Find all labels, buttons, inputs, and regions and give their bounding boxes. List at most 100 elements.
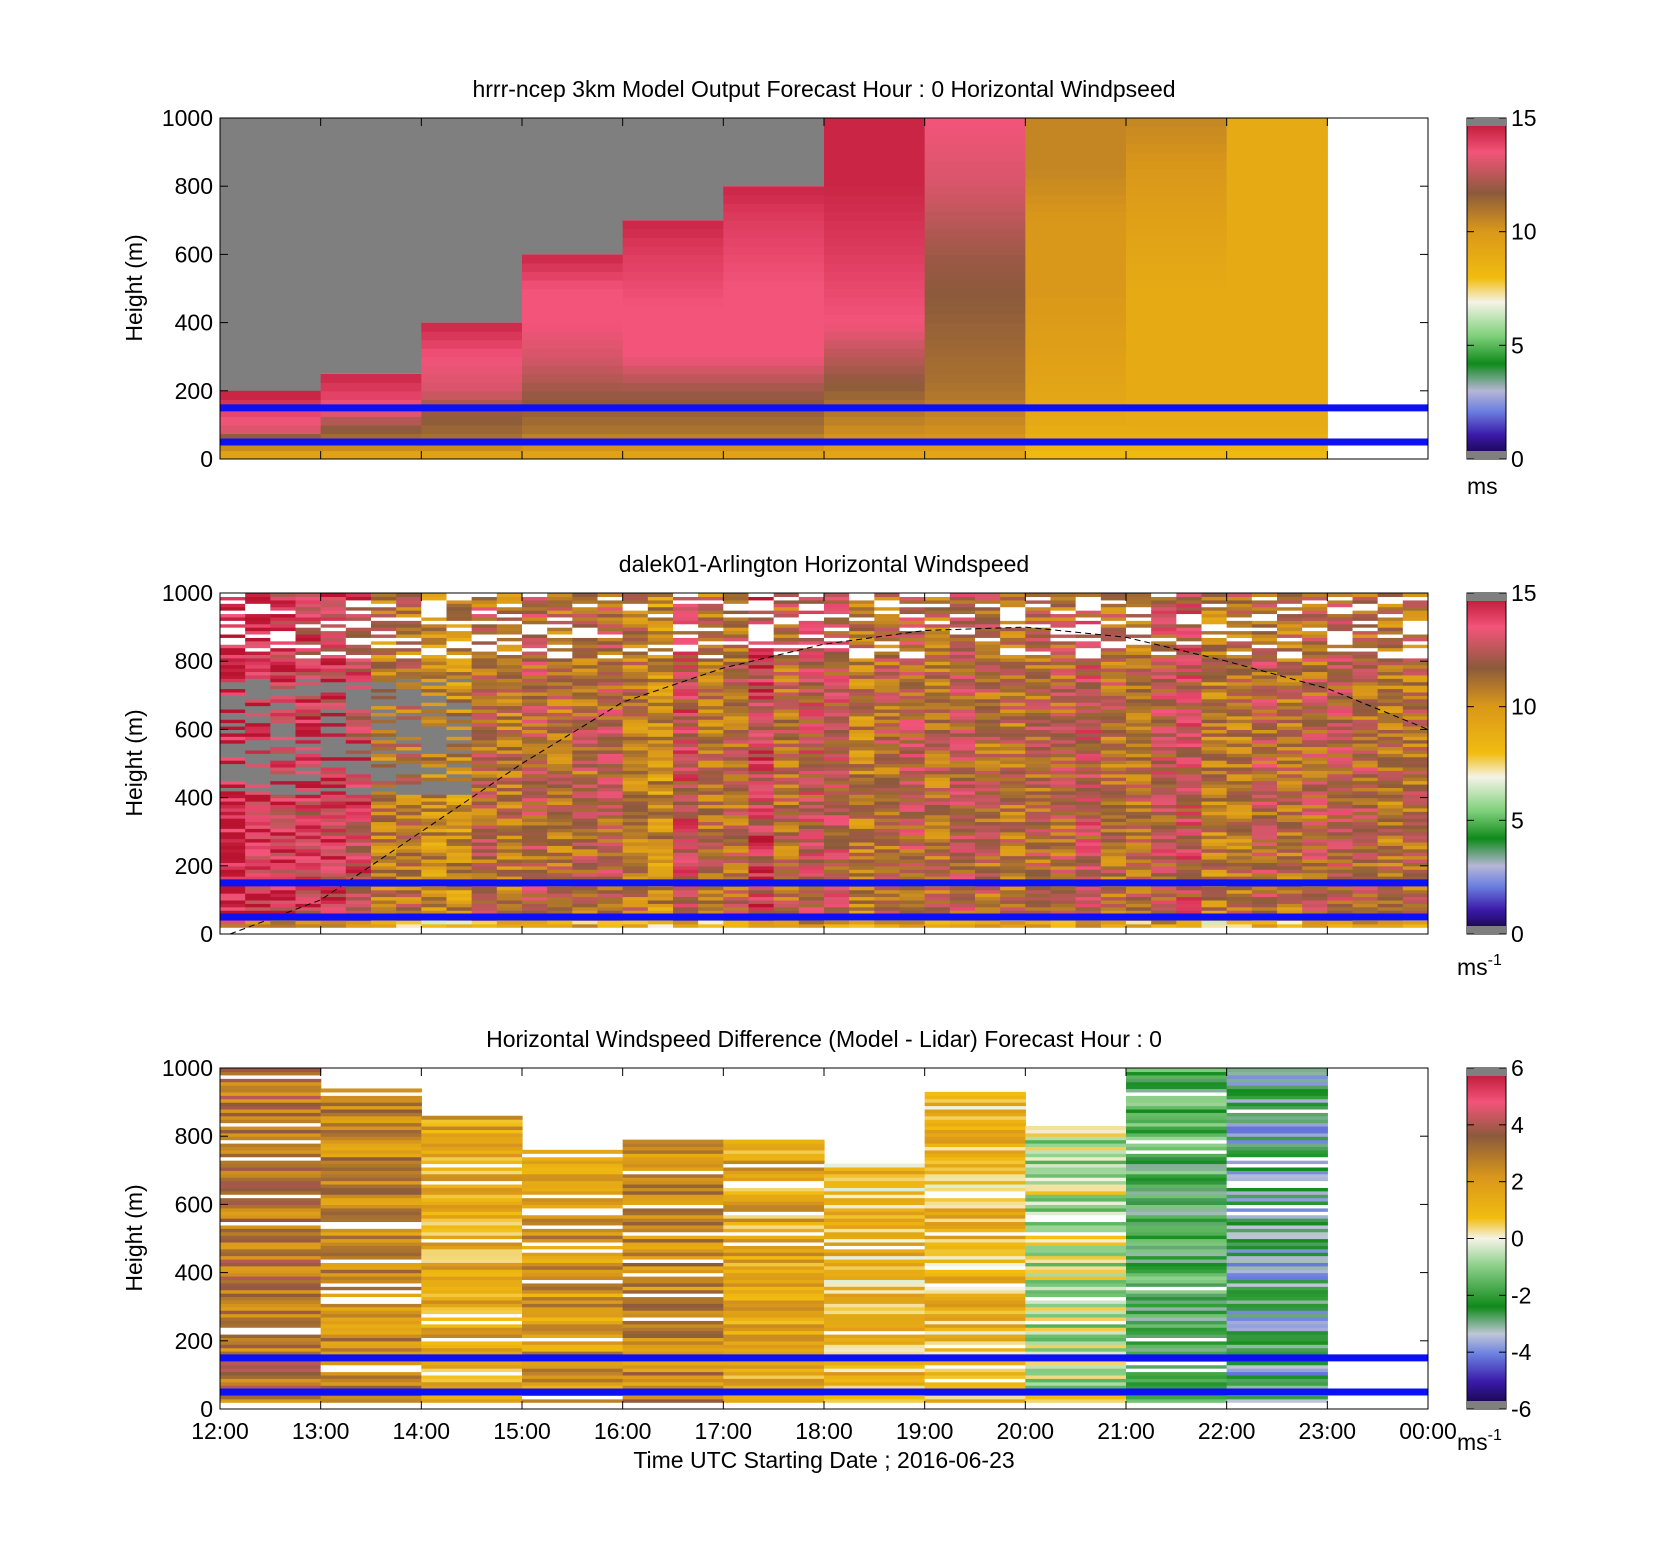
lidar-cell xyxy=(295,695,322,700)
lidar-cell xyxy=(824,681,850,686)
lidar-cell xyxy=(1251,852,1278,857)
lidar-cell xyxy=(622,818,649,823)
lidar-cell xyxy=(446,790,473,795)
lidar-cell xyxy=(899,739,926,744)
lidar-cell xyxy=(1226,739,1253,744)
lidar-cell xyxy=(622,725,649,730)
model-cell xyxy=(622,331,724,341)
lidar-cell xyxy=(975,777,1001,782)
lidar-cell xyxy=(1302,862,1328,867)
lidar-cell xyxy=(1251,722,1278,727)
lidar-cell xyxy=(899,719,926,724)
lidar-cell xyxy=(1025,845,1052,850)
lidar-cell xyxy=(1025,674,1052,679)
lidar-cell xyxy=(320,603,347,608)
lidar-cell xyxy=(345,766,372,771)
lidar-cell xyxy=(924,780,951,785)
lidar-cell xyxy=(849,620,875,625)
lidar-cell xyxy=(295,828,322,833)
lidar-cell xyxy=(1226,920,1253,925)
lidar-cell xyxy=(949,644,976,649)
lidar-cell xyxy=(1352,818,1379,823)
lidar-cell xyxy=(1050,807,1077,812)
lidar-cell xyxy=(270,708,297,713)
lidar-cell xyxy=(899,736,926,741)
lidar-cell xyxy=(1176,780,1203,785)
lidar-cell xyxy=(622,640,649,645)
lidar-cell xyxy=(270,906,297,911)
lidar-cell xyxy=(975,688,1001,693)
lidar-cell xyxy=(622,739,649,744)
lidar-cell xyxy=(1025,876,1052,881)
lidar-cell xyxy=(723,695,750,700)
lidar-cell xyxy=(245,804,271,809)
lidar-cell xyxy=(824,657,850,662)
lidar-cell xyxy=(320,712,347,717)
lidar-cell xyxy=(1000,804,1026,809)
lidar-cell xyxy=(1226,719,1253,724)
lidar-cell xyxy=(1100,627,1127,632)
lidar-cell xyxy=(1025,872,1052,877)
lidar-cell xyxy=(295,923,322,928)
lidar-cell xyxy=(421,708,448,713)
lidar-cell xyxy=(1126,807,1152,812)
lidar-cell xyxy=(698,835,724,840)
lidar-cell xyxy=(320,688,347,693)
lidar-cell xyxy=(849,780,875,785)
lidar-cell xyxy=(1226,650,1253,655)
lidar-cell xyxy=(924,872,951,877)
lidar-cell xyxy=(673,858,699,863)
lidar-cell xyxy=(1126,838,1152,843)
model-cell xyxy=(1226,433,1328,443)
lidar-cell xyxy=(647,787,674,792)
lidar-cell xyxy=(446,910,473,915)
lidar-cell xyxy=(1025,824,1052,829)
lidar-cell xyxy=(1075,835,1102,840)
lidar-cell xyxy=(522,923,548,928)
lidar-cell xyxy=(1025,654,1052,659)
lidar-cell xyxy=(547,722,573,727)
lidar-cell xyxy=(798,736,825,741)
lidar-cell xyxy=(1100,681,1127,686)
lidar-cell xyxy=(673,821,699,826)
lidar-cell xyxy=(1327,743,1354,748)
lidar-cell xyxy=(396,906,422,911)
lidar-cell xyxy=(1025,637,1052,642)
lidar-cell xyxy=(1201,650,1228,655)
lidar-cell xyxy=(1251,640,1278,645)
lidar-cell xyxy=(647,804,674,809)
lidar-cell xyxy=(748,865,775,870)
lidar-cell xyxy=(924,593,951,598)
lidar-cell xyxy=(1126,845,1152,850)
model-cell xyxy=(824,220,926,230)
model-cell xyxy=(1226,211,1328,221)
lidar-cell xyxy=(1251,671,1278,676)
lidar-cell xyxy=(1201,910,1228,915)
lidar-cell xyxy=(1277,647,1303,652)
lidar-cell xyxy=(748,633,775,638)
lidar-cell xyxy=(1302,777,1328,782)
lidar-cell xyxy=(849,719,875,724)
lidar-cell xyxy=(1000,685,1026,690)
lidar-cell xyxy=(1302,712,1328,717)
lidar-cell xyxy=(1100,698,1127,703)
lidar-cell xyxy=(1302,647,1328,652)
lidar-cell xyxy=(673,705,699,710)
lidar-cell xyxy=(824,766,850,771)
lidar-cell xyxy=(1075,712,1102,717)
lidar-cell xyxy=(1377,732,1404,737)
lidar-cell xyxy=(471,783,498,788)
lidar-cell xyxy=(446,698,473,703)
lidar-cell xyxy=(1277,869,1303,874)
lidar-cell xyxy=(698,674,724,679)
lidar-cell xyxy=(798,872,825,877)
model-cell xyxy=(924,399,1026,409)
lidar-cell xyxy=(320,620,347,625)
lidar-cell xyxy=(471,739,498,744)
lidar-cell xyxy=(1075,818,1102,823)
lidar-cell xyxy=(220,739,246,744)
lidar-cell xyxy=(849,804,875,809)
lidar-cell xyxy=(773,777,800,782)
model-cell xyxy=(1226,288,1328,298)
lidar-cell xyxy=(1126,715,1152,720)
